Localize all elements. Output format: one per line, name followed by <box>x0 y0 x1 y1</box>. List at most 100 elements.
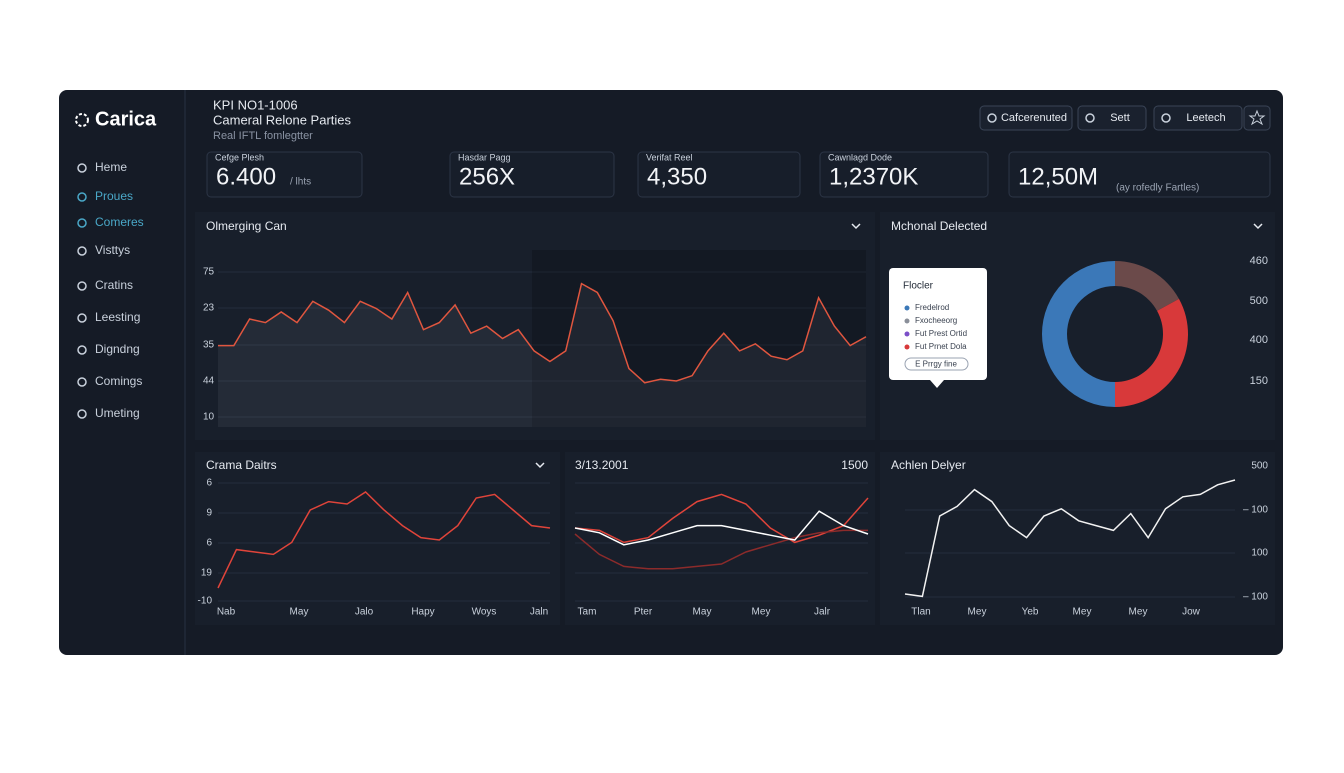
y-tick-label: 75 <box>203 267 215 278</box>
kpi-unit: / lhts <box>290 177 311 188</box>
legend-dot <box>904 318 910 324</box>
line <box>218 282 867 384</box>
line <box>574 529 868 570</box>
x-tick-label: Mey <box>1073 607 1092 618</box>
x-tick-label: Woys <box>472 607 497 618</box>
nav-item[interactable]: Proues <box>95 189 133 203</box>
toolbar-label[interactable]: Leetech <box>1186 112 1225 124</box>
x-tick-label: Hapy <box>411 607 434 618</box>
star-icon <box>1248 109 1266 126</box>
x-tick-label: Yeb <box>1022 607 1039 618</box>
donut-segment <box>1115 261 1179 311</box>
kpi-label: Cefge Plesh <box>215 152 264 162</box>
y-tick-label: 100 <box>1251 548 1268 559</box>
kpi-value: 256X <box>459 163 515 190</box>
nav-icon <box>77 409 87 419</box>
y-tick-label: – 100 <box>1243 505 1268 516</box>
nav-item[interactable]: Leesting <box>95 310 140 324</box>
kpi-note: (ay rofedly Fartles) <box>1116 183 1199 194</box>
toolbar-label[interactable]: Sett <box>1110 112 1130 124</box>
nav-item[interactable]: Comings <box>95 374 142 388</box>
nav-item[interactable]: Digndng <box>95 342 140 356</box>
legend-dot <box>904 305 910 311</box>
star-button[interactable] <box>1243 105 1271 131</box>
nav-item[interactable]: Visttys <box>95 243 130 257</box>
nav-icon <box>77 313 87 323</box>
chevron <box>535 462 545 469</box>
header-title: KPI NO1-1006 <box>213 97 298 112</box>
chart-title: Mchonal Delected <box>891 219 987 233</box>
nav-icon <box>77 192 87 202</box>
x-tick-label: Mey <box>1129 607 1148 618</box>
nav-icon <box>77 377 87 387</box>
toolbar-button[interactable] <box>1153 105 1243 131</box>
y-tick-label: 460 <box>1250 255 1268 267</box>
line <box>574 493 869 544</box>
x-tick-label: May <box>693 607 712 618</box>
toolbar-button[interactable] <box>979 105 1073 131</box>
tooltip-item: Fxocheeorg <box>915 316 957 325</box>
x-tick-label: Mey <box>968 607 987 618</box>
line <box>217 491 551 589</box>
line <box>904 479 1236 598</box>
corner-label: 1500 <box>841 458 868 472</box>
kpi-card <box>449 151 615 198</box>
chevron <box>1253 223 1263 230</box>
brand: Carica <box>95 108 157 130</box>
nav-icon <box>77 281 87 291</box>
y-tick-label: – 100 <box>1243 592 1268 603</box>
kpi-card <box>206 151 363 198</box>
nav-item[interactable]: Comeres <box>95 215 144 229</box>
x-tick-label: Pter <box>634 607 653 618</box>
chevron <box>851 223 861 230</box>
kpi-value: 12,50M <box>1018 163 1098 190</box>
x-tick-label: Mey <box>752 607 771 618</box>
y-tick-label: 10 <box>203 412 215 423</box>
y-tick-label: 35 <box>203 340 215 351</box>
line <box>574 510 869 546</box>
chart-title: Achlen Delyer <box>891 458 966 472</box>
nav-item[interactable]: Heme <box>95 160 127 174</box>
x-tick-label: Jaln <box>530 607 548 618</box>
y-tick-label: 6 <box>206 538 212 549</box>
kpi-label: Hasdar Pagg <box>458 152 511 162</box>
x-tick-label: Jow <box>1182 607 1201 618</box>
toolbar-button[interactable] <box>1077 105 1147 131</box>
kpi-card <box>637 151 801 198</box>
chart-title: 3/13.2001 <box>575 458 629 472</box>
donut-segment <box>1115 298 1188 407</box>
shade <box>532 250 866 427</box>
kpi-value: 1,2370K <box>829 163 918 190</box>
tooltip-button-label[interactable]: E Prrgy fine <box>915 360 957 369</box>
x-tick-label: Tam <box>578 607 597 618</box>
panel <box>880 452 1275 625</box>
x-tick-label: May <box>290 607 309 618</box>
brand-icon <box>75 113 89 127</box>
nav-item[interactable]: Umeting <box>95 406 140 420</box>
chart-title: Crama Daitrs <box>206 458 277 472</box>
button-icon <box>987 113 997 123</box>
tooltip-item: Fut Prest Ortid <box>915 329 967 338</box>
kpi-value: 6.400 <box>216 163 276 190</box>
y-tick-label: 6 <box>206 478 212 489</box>
x-tick-label: Nab <box>217 607 236 618</box>
kpi-label: Verifat Reel <box>646 152 693 162</box>
header-subtitle: Cameral Relone Parties <box>213 112 352 127</box>
nav-item[interactable]: Cratins <box>95 278 133 292</box>
tooltip <box>889 268 987 380</box>
kpi-label: Cawnlagd Dode <box>828 152 892 162</box>
legend-dot <box>904 331 910 337</box>
y-tick-label: -10 <box>198 596 213 607</box>
y-tick-label: 400 <box>1250 334 1268 346</box>
legend-dot <box>904 344 910 350</box>
tooltip-button[interactable] <box>904 357 969 371</box>
y-tick-label: 150 <box>1250 375 1268 387</box>
chart-title: Olmerging Can <box>206 219 287 233</box>
x-tick-label: Jalr <box>814 607 831 618</box>
button-icon <box>1085 113 1095 123</box>
nav-icon <box>77 345 87 355</box>
panel <box>195 212 875 440</box>
panel <box>195 452 560 625</box>
toolbar-label[interactable]: Cafcerenuted <box>1001 112 1067 124</box>
